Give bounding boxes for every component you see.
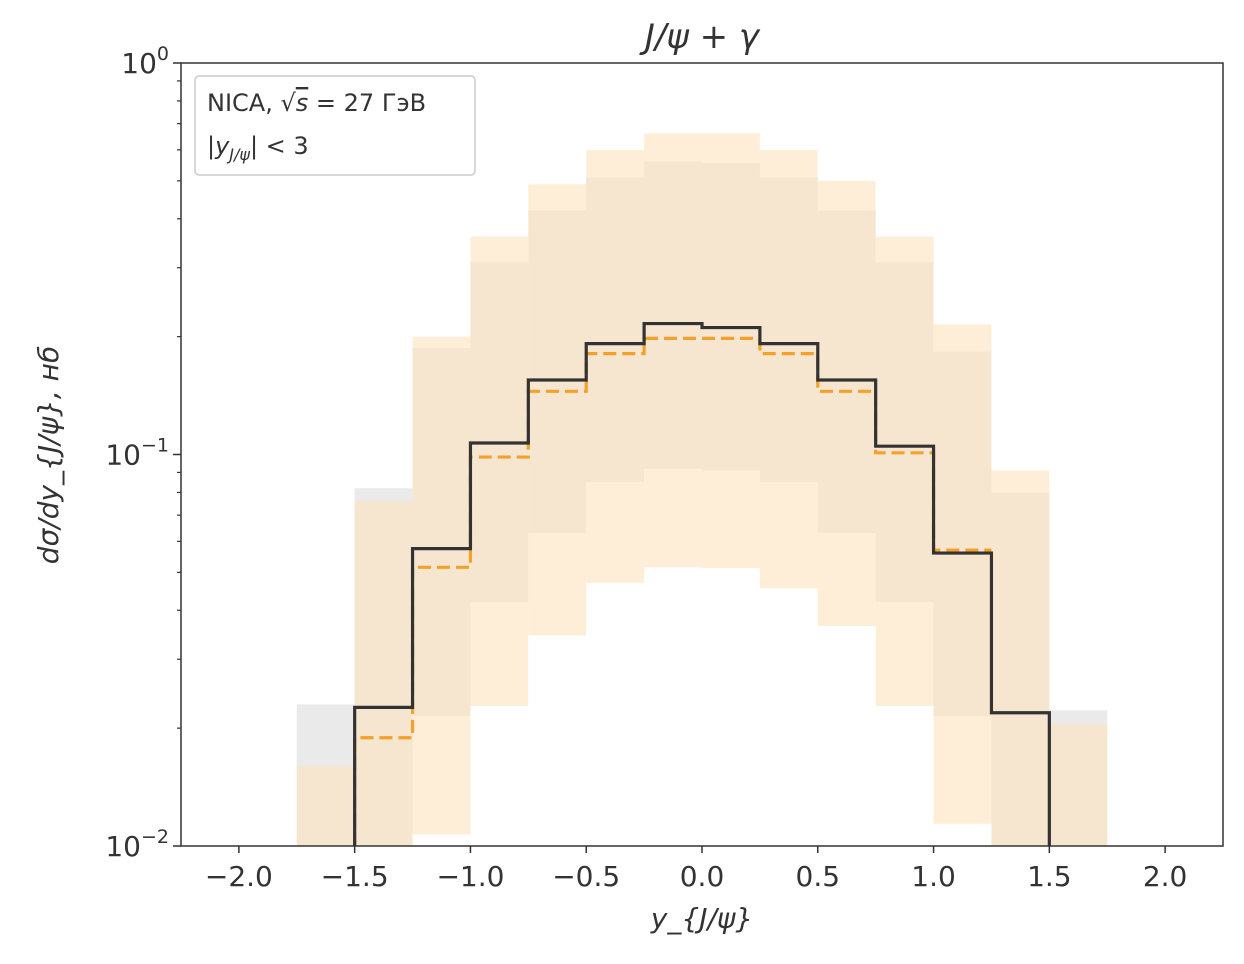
band-s2-bin-7 xyxy=(702,133,760,568)
x-tick-label-2: −1.0 xyxy=(436,860,504,893)
band-s2-bin-12 xyxy=(991,470,1050,846)
x-axis-label: y_{J/ψ} xyxy=(650,902,753,935)
band-s2-bin-0 xyxy=(296,766,355,846)
x-tick-label-5: 0.5 xyxy=(796,860,841,893)
series-lines xyxy=(353,321,1051,846)
band-s2-bin-3 xyxy=(470,236,529,706)
band-s2-bin-1 xyxy=(354,501,413,846)
band-s2-bin-6 xyxy=(644,133,702,568)
y-tick-label-0: 100 xyxy=(121,43,169,80)
uncertainty-bands xyxy=(296,133,1108,846)
y-axis-label: dσ/dy_{J/ψ}, нб xyxy=(32,346,65,564)
y-tick-label-2: 10−2 xyxy=(105,826,169,863)
annotation-line-2: |yJ/ψ| < 3 xyxy=(207,132,309,164)
band-s2-bin-10 xyxy=(875,236,934,706)
y-tick-label-1: 10−1 xyxy=(105,435,169,472)
band-s2-bin-11 xyxy=(933,324,992,824)
x-axis-ticks: −2.0 −1.5 −1.0 −0.5 0.0 0.5 1.0 1.5 2.0 xyxy=(205,846,1187,893)
x-tick-label-3: −0.5 xyxy=(552,860,620,893)
x-tick-label-4: 0.0 xyxy=(680,860,725,893)
annotation-frame xyxy=(194,75,476,176)
band-series-2 xyxy=(296,133,1108,846)
annotation-line-1: NICA, √s = 27 ГэВ xyxy=(207,89,426,117)
band-s2-bin-9 xyxy=(817,180,876,626)
x-tick-label-0: −2.0 xyxy=(205,860,273,893)
x-tick-label-6: 1.0 xyxy=(911,860,956,893)
band-s2-bin-5 xyxy=(586,149,645,583)
x-tick-label-7: 1.5 xyxy=(1027,860,1072,893)
y-axis-ticks: 100 10−1 10−2 xyxy=(105,43,181,863)
x-tick-label-8: 2.0 xyxy=(1143,860,1188,893)
x-tick-label-1: −1.5 xyxy=(321,860,389,893)
band-s2-bin-4 xyxy=(528,184,587,636)
series-1-line xyxy=(353,321,1051,846)
chart-title: J/ψ + γ xyxy=(639,17,761,57)
band-s2-bin-2 xyxy=(412,336,471,835)
band-s2-bin-8 xyxy=(759,149,818,589)
annotation-box: NICA, √s = 27 ГэВ |yJ/ψ| < 3 xyxy=(194,75,476,176)
band-s2-bin-13 xyxy=(1049,723,1108,846)
